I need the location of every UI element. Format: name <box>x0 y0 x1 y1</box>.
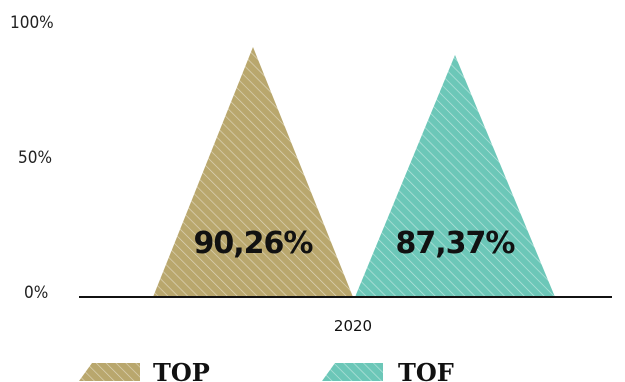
plot-area: 90,26% 87,37% <box>153 46 555 298</box>
data-label-top: 90,26% <box>194 226 314 261</box>
bar-tof <box>355 54 555 297</box>
legend-swatch-top <box>79 363 140 381</box>
legend-label-top: TOP <box>153 358 210 382</box>
data-label-tof: 87,37% <box>396 226 516 261</box>
y-tick-label-100: 100% <box>10 13 54 33</box>
legend-label-tof: TOF <box>398 358 454 382</box>
y-tick-label-50: 50% <box>18 148 52 168</box>
legend: TOP TOF <box>79 358 454 382</box>
y-axis: 0% 50% 100% <box>10 13 54 303</box>
legend-swatch-tof <box>322 363 383 381</box>
x-category-label: 2020 <box>334 317 372 335</box>
bar-top <box>153 46 353 298</box>
y-tick-label-0: 0% <box>24 283 48 303</box>
